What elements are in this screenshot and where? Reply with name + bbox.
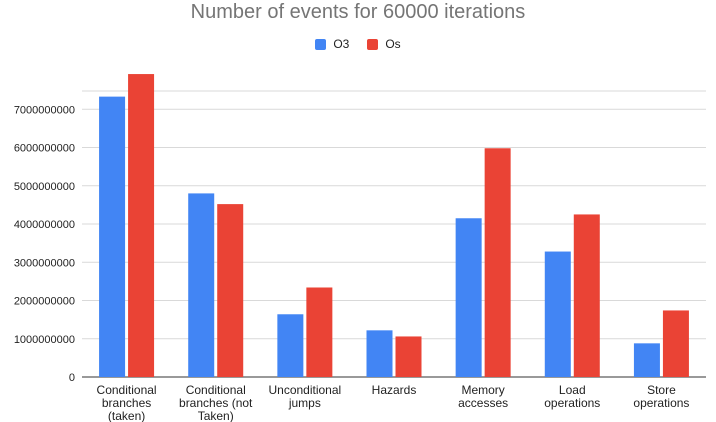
legend: O3 Os — [0, 37, 716, 51]
x-category-label: Load — [559, 383, 586, 397]
legend-swatch-os — [367, 38, 379, 50]
y-tick-label: 0 — [69, 372, 75, 384]
x-category-label: (taken) — [108, 409, 145, 422]
bar-o3-2 — [277, 314, 304, 377]
x-category-label: Memory — [461, 383, 504, 397]
y-tick-label: 5000000000 — [14, 181, 75, 193]
x-category-label: operations — [544, 396, 600, 410]
x-category-label: Conditional — [97, 383, 157, 397]
legend-label-os: Os — [385, 37, 401, 51]
bar-os-3 — [395, 336, 422, 377]
x-category-label: accesses — [458, 396, 508, 410]
bar-o3-0 — [99, 96, 126, 377]
y-tick-label: 6000000000 — [14, 143, 75, 155]
x-category-label: Store — [647, 383, 676, 397]
bar-os-1 — [217, 204, 244, 377]
x-category-label: branches — [102, 396, 151, 410]
x-category-label: Hazards — [372, 383, 417, 397]
legend-label-o3: O3 — [333, 37, 350, 51]
bar-os-2 — [306, 287, 333, 377]
x-category-label: branches (not — [179, 396, 253, 410]
x-category-label: jumps — [288, 396, 321, 410]
y-tick-label: 4000000000 — [14, 219, 75, 231]
chart-title: Number of events for 60000 iterations — [190, 1, 526, 23]
y-tick-label: 2000000000 — [14, 296, 75, 308]
legend-swatch-o3 — [315, 38, 327, 50]
bar-os-5 — [573, 214, 600, 377]
x-category-label: Unconditional — [268, 383, 341, 397]
x-category-label: Conditional — [186, 383, 246, 397]
x-category-label: operations — [633, 396, 689, 410]
y-tick-label: 7000000000 — [14, 104, 75, 116]
bar-o3-1 — [188, 193, 215, 377]
bar-os-6 — [662, 310, 689, 377]
y-tick-label: 3000000000 — [14, 257, 75, 269]
bar-os-0 — [128, 74, 155, 377]
bar-o3-6 — [633, 343, 660, 377]
x-category-label: Taken) — [198, 409, 234, 422]
bar-os-4 — [484, 148, 511, 377]
legend-item-os: Os — [367, 37, 401, 51]
legend-item-o3: O3 — [315, 37, 349, 51]
bar-o3-3 — [366, 330, 393, 377]
y-tick-label: 1000000000 — [14, 334, 75, 346]
bar-o3-5 — [544, 251, 571, 377]
bar-o3-4 — [455, 218, 482, 377]
